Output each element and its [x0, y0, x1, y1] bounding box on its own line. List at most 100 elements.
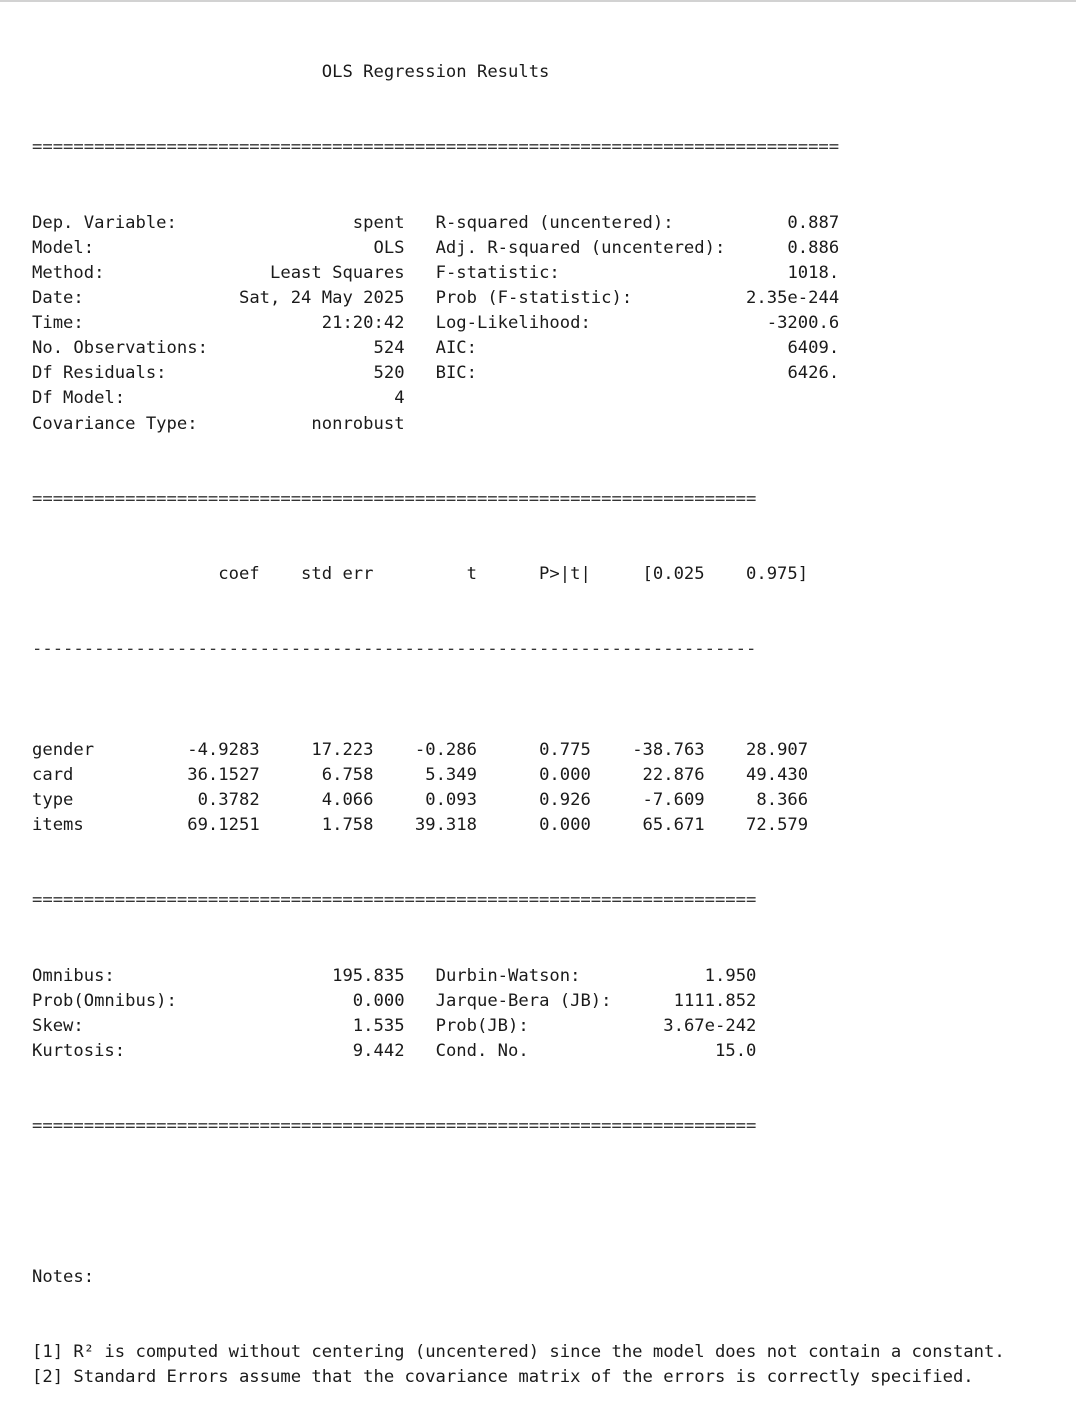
coef-cell: -4.9283	[94, 739, 260, 760]
left-value: 9.442	[352, 1040, 405, 1061]
summary-row: Method: Least Squares F-statistic: 1018.	[32, 261, 1005, 286]
coef-row-name: gender	[32, 739, 95, 760]
coef-row-name: items	[32, 815, 84, 835]
coef-header-cell: P>|t|	[476, 564, 591, 585]
right-label: Log-Likelihood:	[435, 313, 591, 334]
pad	[580, 966, 704, 986]
coef-cell: 39.318	[373, 815, 477, 835]
coef-cell: 0.3782	[73, 789, 260, 810]
coef-row: gender -4.9283 17.223 -0.286 0.775 -38.7…	[32, 738, 1005, 763]
coef-cell: 0.926	[476, 789, 591, 810]
right-label: Jarque-Bera (JB):	[435, 990, 612, 1011]
coef-cell: 0.000	[476, 764, 591, 785]
coef-cell: -0.286	[373, 739, 477, 760]
left-value: OLS	[373, 237, 405, 258]
summary-row: Date: Sat, 24 May 2025 Prob (F-statistic…	[32, 286, 1005, 311]
left-label: Prob(Omnibus):	[32, 990, 177, 1011]
note-item: [1] R² is computed without centering (un…	[32, 1341, 1005, 1362]
coef-header-cell: std err	[259, 564, 374, 585]
left-label: Covariance Type:	[32, 413, 198, 434]
pad	[591, 313, 767, 333]
diagnostics-row: Omnibus: 195.835 Durbin-Watson: 1.950	[32, 964, 1005, 989]
pad	[125, 388, 394, 408]
left-label: Dep. Variable:	[32, 212, 177, 233]
left-label: Time:	[32, 313, 84, 334]
left-value: 1.535	[352, 1015, 405, 1036]
coef-spacer	[32, 713, 1005, 738]
right-value: 0.887	[787, 212, 840, 233]
coef-header-cell: t	[373, 564, 477, 585]
pad	[477, 363, 787, 383]
coef-row-name: type	[32, 789, 74, 810]
right-label: BIC:	[435, 363, 477, 384]
coef-cell: 0.775	[476, 739, 591, 760]
model-summary-block: Dep. Variable: spent R-squared (uncenter…	[32, 211, 1005, 437]
left-value: 21:20:42	[321, 313, 405, 334]
left-label: Df Residuals:	[32, 363, 167, 384]
right-value: 2.35e-244	[746, 288, 840, 309]
left-label: Omnibus:	[32, 965, 115, 986]
left-value: 520	[373, 363, 405, 384]
pad	[405, 966, 436, 986]
double-rule-diag-top: ========================================…	[32, 890, 757, 911]
summary-title-line: OLS Regression Results	[32, 60, 1005, 85]
coef-cell: 4.066	[259, 789, 374, 810]
pad	[167, 363, 374, 383]
coef-cell: 17.223	[259, 739, 374, 760]
right-label: Durbin-Watson:	[435, 965, 581, 986]
summary-row: No. Observations: 524 AIC: 6409.	[32, 336, 1005, 361]
pad	[405, 363, 436, 383]
pad	[208, 338, 374, 358]
pad	[125, 1041, 353, 1061]
coef-header-cell: 0.975]	[704, 564, 809, 585]
left-label: Kurtosis:	[32, 1040, 126, 1061]
pad	[405, 991, 436, 1011]
coef-cell: -7.609	[590, 789, 705, 810]
right-value: -3200.6	[766, 313, 840, 334]
coef-table-header: coef std err t P>|t| [0.025 0.975]	[32, 562, 1005, 587]
pad	[84, 288, 239, 308]
note-item: [2] Standard Errors assume that the cova…	[32, 1367, 974, 1388]
pad	[405, 213, 436, 233]
summary-title: OLS Regression Results	[321, 62, 550, 83]
coef-cell: 1.758	[259, 815, 374, 835]
coef-cell: 5.349	[373, 764, 477, 785]
coef-header-cell: [0.025	[590, 564, 705, 585]
right-value: 6426.	[787, 363, 840, 384]
left-value: Sat, 24 May 2025	[238, 288, 405, 309]
pad	[405, 288, 436, 308]
diagnostics-row: Skew: 1.535 Prob(JB): 3.67e-242	[32, 1014, 1005, 1039]
pad	[612, 991, 674, 1011]
summary-row: Model: OLS Adj. R-squared (uncentered): …	[32, 236, 1005, 261]
pad	[84, 313, 322, 333]
summary-row: Covariance Type: nonrobust	[32, 412, 1005, 437]
pad	[405, 1041, 436, 1061]
left-label: Date:	[32, 288, 84, 309]
pad	[177, 213, 353, 233]
dash-rule-coef: ----------------------------------------…	[32, 639, 757, 660]
pad	[84, 1016, 353, 1036]
double-rule-coef-top: ========================================…	[32, 488, 757, 509]
pad	[405, 263, 436, 283]
window-top-border	[0, 0, 1076, 2]
spacer-line	[32, 1189, 1005, 1214]
left-label: Method:	[32, 262, 105, 283]
pad	[529, 1041, 715, 1061]
coef-cell: 49.430	[704, 764, 809, 785]
right-label: Adj. R-squared (uncentered):	[435, 237, 726, 258]
right-value: 3.67e-242	[663, 1015, 757, 1036]
right-label: R-squared (uncentered):	[435, 212, 674, 233]
coef-cell: 28.907	[704, 739, 809, 760]
summary-row: Time: 21:20:42 Log-Likelihood: -3200.6	[32, 311, 1005, 336]
coef-table-body: gender -4.9283 17.223 -0.286 0.775 -38.7…	[32, 713, 1005, 838]
left-label: Model:	[32, 237, 95, 258]
coef-cell: 72.579	[704, 815, 809, 835]
right-value: 1.950	[704, 965, 757, 986]
pad	[405, 1016, 436, 1036]
left-label: No. Observations:	[32, 338, 208, 359]
notes-list: [1] R² is computed without centering (un…	[32, 1340, 1005, 1390]
right-value: 1111.852	[673, 990, 757, 1011]
left-value: nonrobust	[311, 413, 405, 434]
pad	[477, 338, 787, 358]
pad	[405, 313, 436, 333]
